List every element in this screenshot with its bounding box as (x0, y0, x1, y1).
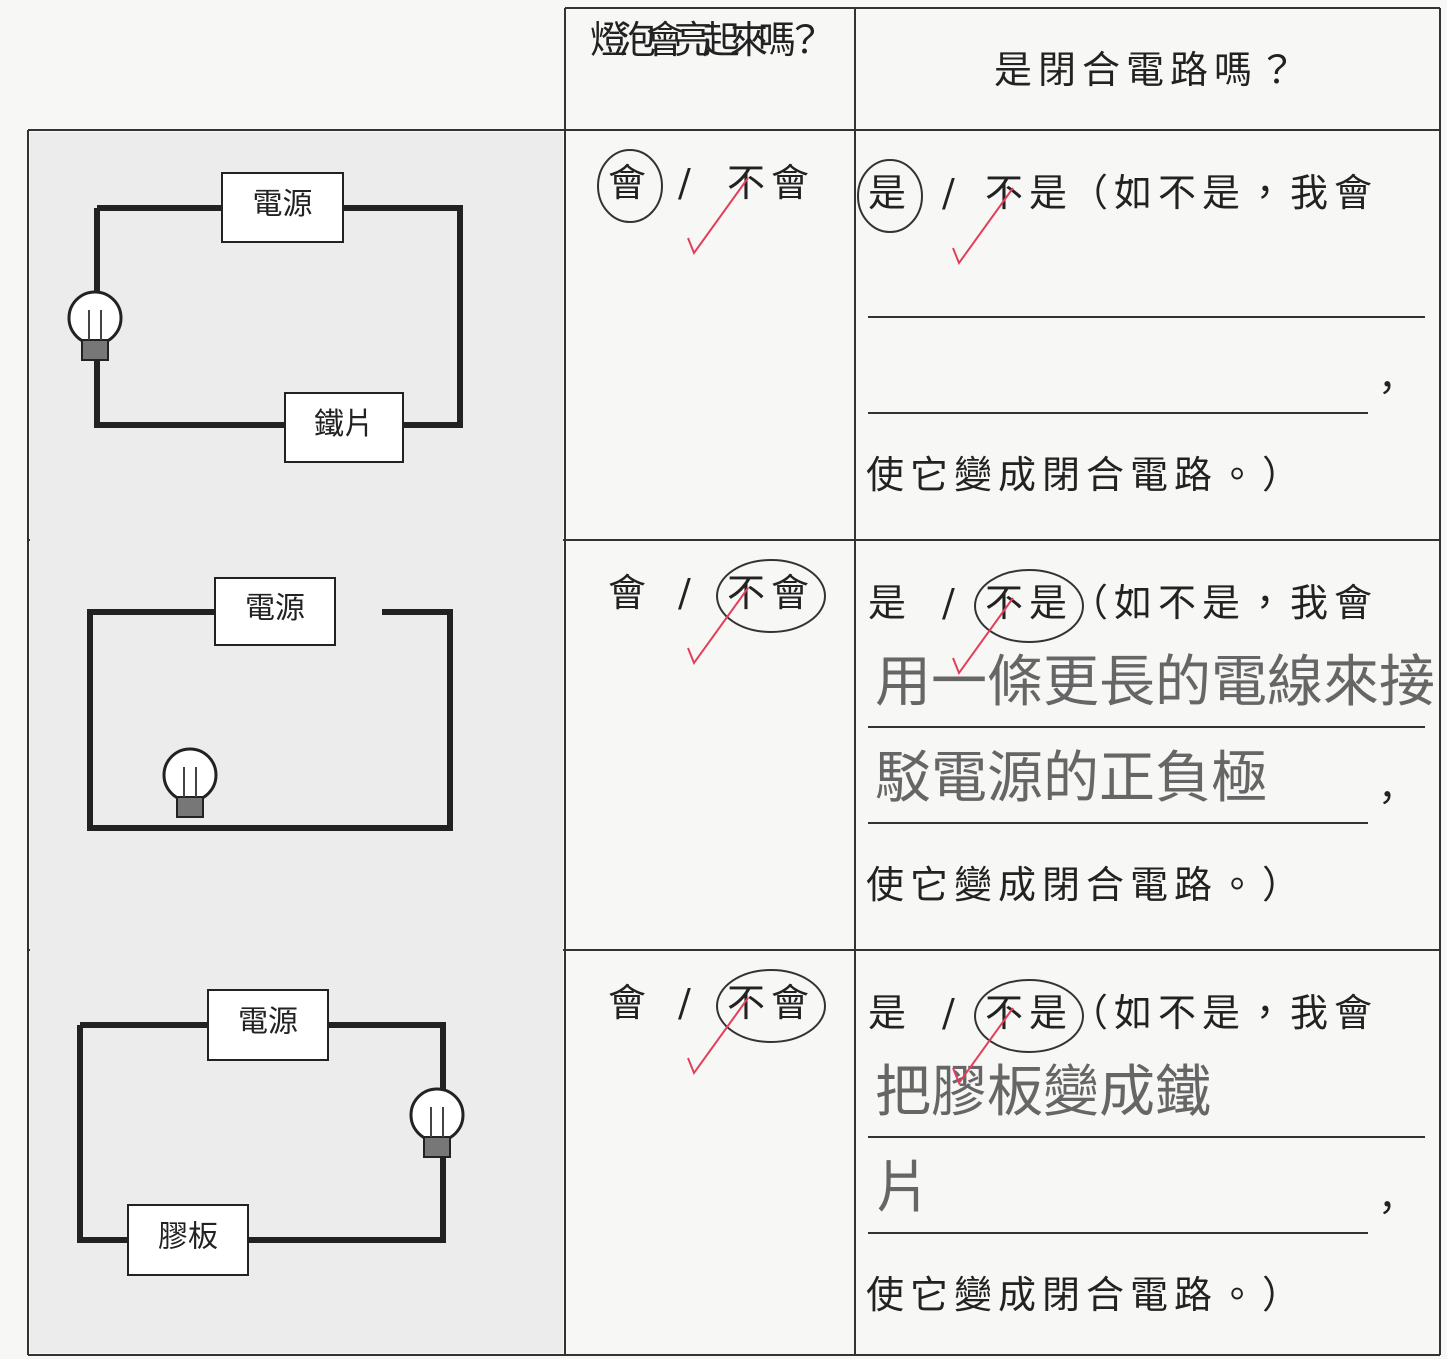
bulb-filament (88, 310, 102, 340)
answer-separator: / (942, 991, 961, 1035)
handwritten-answer: 片 (875, 1156, 931, 1221)
wire (87, 609, 453, 831)
check-mark (687, 177, 749, 256)
component-label: 電源 (253, 187, 313, 222)
bulb-glass (162, 747, 218, 803)
component-box (284, 392, 404, 463)
answer-separator: / (678, 571, 697, 615)
check-mark (952, 187, 1014, 266)
component-box (127, 1204, 249, 1276)
answer-separator: / (678, 161, 697, 205)
component-label: 膠板 (158, 1220, 218, 1255)
answer-prompt: （如不是，我會 (1070, 581, 1378, 625)
answer-separator: / (942, 581, 961, 625)
answer-circle (716, 559, 826, 633)
answer-circle (974, 569, 1084, 643)
component-box (214, 577, 336, 646)
answer-option: 不會 (727, 981, 815, 1025)
answer-comma: ， (1378, 1175, 1422, 1219)
answer-circle (857, 159, 923, 233)
bulb-glass (409, 1087, 465, 1143)
answer-option: 是 (868, 171, 912, 215)
answer-separator: / (678, 981, 697, 1025)
answer-comma: ， (1378, 355, 1422, 399)
answer-circle (974, 979, 1084, 1053)
handwritten-answer: 把膠板變成鐵 (875, 1060, 1211, 1125)
answer-ending: 使它變成閉合電路。） (866, 1273, 1306, 1317)
component-label: 鐵片 (314, 407, 374, 442)
check-mark (952, 597, 1014, 676)
answer-circle (597, 149, 663, 223)
answer-ending: 使它變成閉合電路。） (866, 453, 1306, 497)
bulb-filament (430, 1107, 444, 1137)
answer-option: 不會 (727, 571, 815, 615)
answer-option: 會 (608, 981, 652, 1025)
answer-prompt: （如不是，我會 (1070, 171, 1378, 215)
bulb-base (423, 1136, 451, 1158)
header-circuit-question: 是閉合電路嗎？ (994, 48, 1302, 92)
component-box (207, 989, 329, 1061)
header-bulb-question: 燈泡會亮起來嗎？ (590, 18, 830, 62)
check-mark (687, 587, 749, 666)
check-mark (952, 1007, 1014, 1086)
answer-option: 是 (868, 991, 912, 1035)
component-label: 電源 (245, 591, 305, 626)
answer-prompt: （如不是，我會 (1070, 991, 1378, 1035)
handwritten-answer: 用一條更長的電線來接 (875, 650, 1435, 715)
answer-comma: ， (1378, 765, 1422, 809)
component-box (221, 172, 344, 243)
bulb-base (81, 339, 109, 361)
answer-ending: 使它變成閉合電路。） (866, 863, 1306, 907)
answer-option: 會 (608, 571, 652, 615)
circuit-cell-bg (30, 132, 563, 1353)
bulb-glass (67, 290, 123, 346)
answer-option: 是 (868, 581, 912, 625)
bulb-base (176, 796, 204, 818)
answer-option: 會 (608, 161, 652, 205)
answer-option: 不會 (727, 161, 815, 205)
bulb-filament (183, 767, 197, 797)
answer-circle (716, 969, 826, 1043)
check-mark (687, 997, 749, 1076)
answer-separator: / (942, 171, 961, 215)
component-label: 電源 (238, 1005, 298, 1040)
handwritten-answer: 駁電源的正負極 (875, 746, 1267, 811)
